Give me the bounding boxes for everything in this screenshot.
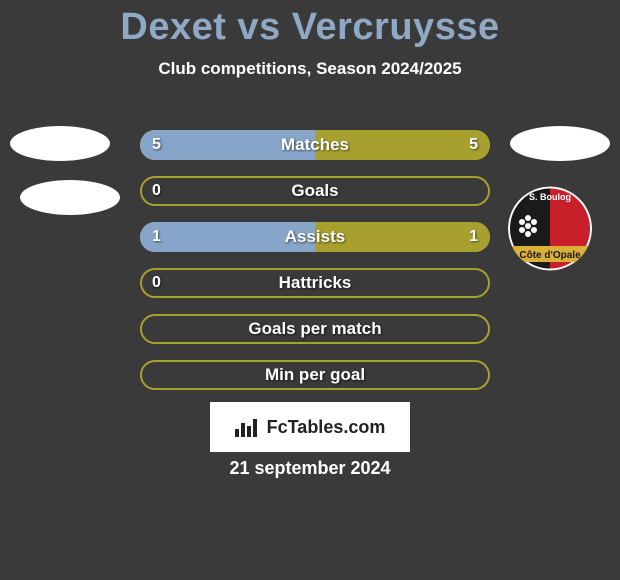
stat-bar-outline <box>140 360 490 390</box>
left-player-badge-2 <box>20 180 120 215</box>
stat-fill-left <box>140 130 315 160</box>
stat-fill-left <box>140 222 315 252</box>
infographic-container: Dexet vs Vercruysse Club competitions, S… <box>0 6 620 580</box>
stat-bar-outline <box>140 268 490 298</box>
brand-text: FcTables.com <box>267 417 386 438</box>
footer-date: 21 september 2024 <box>0 458 620 479</box>
stat-bar-outline <box>140 176 490 206</box>
stat-row: Goals0 <box>140 176 490 206</box>
page-title: Dexet vs Vercruysse <box>0 6 620 49</box>
crest-top-text: S. Boulog <box>529 192 571 202</box>
stat-fill-right <box>315 222 490 252</box>
stats-area: Matches55 Goals0 Assists11 Hattricks0 Goals … <box>140 130 490 406</box>
right-player-badge <box>510 126 610 161</box>
stat-row: Assists11 <box>140 222 490 252</box>
stat-fill-right <box>315 130 490 160</box>
stat-row: Matches55 <box>140 130 490 160</box>
club-crest: S. Boulog Côte d'Opale <box>500 186 600 271</box>
brand-badge: FcTables.com <box>210 402 410 452</box>
page-subtitle: Club competitions, Season 2024/2025 <box>0 59 620 79</box>
stat-row: Hattricks0 <box>140 268 490 298</box>
crest-bottom-text: Côte d'Opale <box>519 250 581 261</box>
stat-bar-outline <box>140 314 490 344</box>
stat-row: Min per goal <box>140 360 490 390</box>
left-player-badge-1 <box>10 126 110 161</box>
bar-chart-icon <box>235 417 261 437</box>
stat-row: Goals per match <box>140 314 490 344</box>
